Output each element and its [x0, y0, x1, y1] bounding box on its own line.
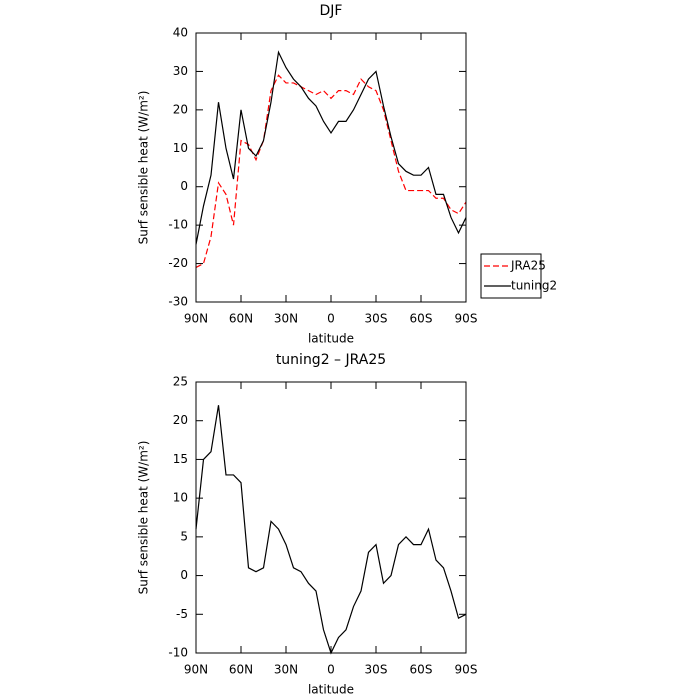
x-tick-label: 30S: [365, 663, 388, 677]
y-tick-label: 40: [173, 26, 188, 40]
y-tick-label: 5: [180, 529, 188, 543]
y-tick-label: -20: [168, 256, 188, 270]
y-axis-label: Surf sensible heat (W/m²): [137, 441, 151, 595]
x-tick-label: 30N: [274, 312, 298, 326]
x-tick-label: 30S: [365, 312, 388, 326]
data-line: [195, 50, 467, 245]
x-tick-label: 90S: [455, 663, 478, 677]
x-tick-label: 90S: [455, 312, 478, 326]
chart-title: tuning2 – JRA25: [276, 352, 386, 368]
y-tick-label: 10: [173, 491, 188, 505]
y-tick-label: -30: [168, 295, 188, 309]
x-tick-label: 90N: [184, 663, 208, 677]
y-tick-label: 0: [180, 179, 188, 193]
y-tick-label: 15: [173, 452, 188, 466]
data-line: [195, 74, 467, 268]
y-tick-label: 25: [173, 375, 188, 389]
plot-frame: [195, 32, 467, 303]
plot-frame: [195, 381, 467, 654]
x-tick-label: 0: [327, 663, 335, 677]
x-tick-label: 30N: [274, 663, 298, 677]
x-tick-label: 60S: [410, 663, 433, 677]
y-tick-label: 20: [173, 413, 188, 427]
chart-title: DJF: [320, 3, 343, 19]
x-tick-label: 60S: [410, 312, 433, 326]
x-tick-label: 60N: [229, 663, 253, 677]
data-line: [195, 405, 467, 655]
x-tick-label: 90N: [184, 312, 208, 326]
x-tick-label: 0: [327, 312, 335, 326]
legend-label: tuning2: [511, 279, 557, 293]
x-tick-label: 60N: [229, 312, 253, 326]
x-axis-label: latitude: [308, 683, 354, 697]
y-tick-label: 20: [173, 102, 188, 116]
legend-box: [480, 253, 542, 299]
y-tick-label: 0: [180, 568, 188, 582]
y-tick-label: -10: [168, 218, 188, 232]
y-tick-label: 10: [173, 141, 188, 155]
x-axis-label: latitude: [308, 332, 354, 346]
y-tick-label: -10: [168, 646, 188, 660]
y-tick-label: 30: [173, 64, 188, 78]
y-tick-label: -5: [176, 607, 188, 621]
y-axis-label: Surf sensible heat (W/m²): [137, 91, 151, 245]
legend-label: JRA25: [510, 259, 546, 273]
